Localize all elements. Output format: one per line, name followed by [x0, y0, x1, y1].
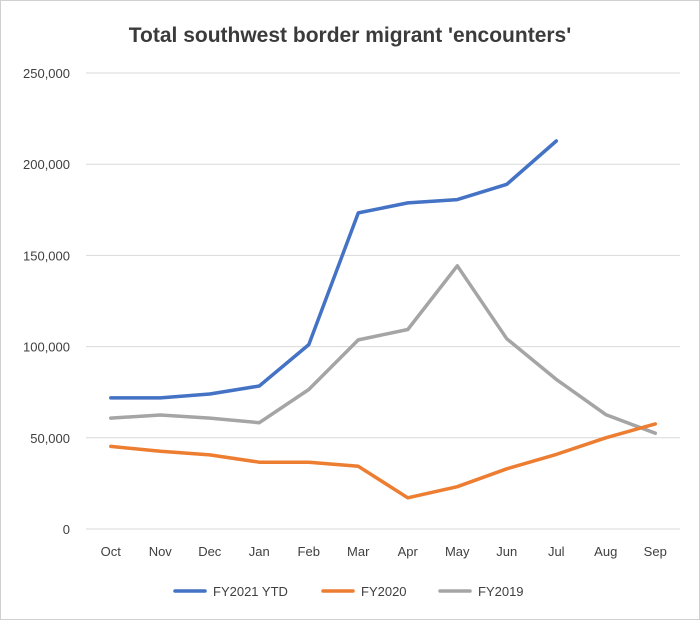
x-tick-label: Feb	[298, 544, 320, 559]
legend-label: FY2020	[361, 584, 407, 599]
x-tick-label: Sep	[644, 544, 667, 559]
x-tick-label: Jan	[249, 544, 270, 559]
x-tick-label: Oct	[101, 544, 122, 559]
legend: FY2021 YTD FY2020 FY2019	[173, 584, 524, 599]
gridlines	[86, 72, 680, 530]
y-tick-label: 250,000	[23, 66, 70, 81]
y-tick-label: 200,000	[23, 157, 70, 172]
x-tick-label: Mar	[347, 544, 370, 559]
series-line-fy2020	[109, 422, 658, 500]
x-tick-label: Jun	[496, 544, 517, 559]
x-tick-label: May	[445, 544, 470, 559]
y-tick-label: 100,000	[23, 340, 70, 355]
y-tick-label: 50,000	[30, 431, 70, 446]
series-lines	[109, 139, 658, 500]
series-line-fy2019	[109, 264, 658, 435]
y-axis-ticks: 0 50,000 100,000 150,000 200,000 250,000	[23, 66, 70, 537]
y-tick-label: 150,000	[23, 248, 70, 263]
legend-label: FY2019	[478, 584, 524, 599]
x-tick-label: Jul	[548, 544, 565, 559]
x-tick-label: Nov	[149, 544, 173, 559]
x-tick-label: Dec	[198, 544, 222, 559]
legend-label: FY2021 YTD	[213, 584, 288, 599]
x-tick-label: Aug	[594, 544, 617, 559]
x-axis-ticks: Oct Nov Dec Jan Feb Mar Apr May Jun Jul Aug Sep	[101, 544, 667, 559]
y-tick-label: 0	[63, 522, 70, 537]
x-tick-label: Apr	[398, 544, 419, 559]
series-line-fy2021-ytd	[109, 139, 559, 400]
chart-title: Total southwest border migrant 'encounte…	[129, 24, 571, 47]
